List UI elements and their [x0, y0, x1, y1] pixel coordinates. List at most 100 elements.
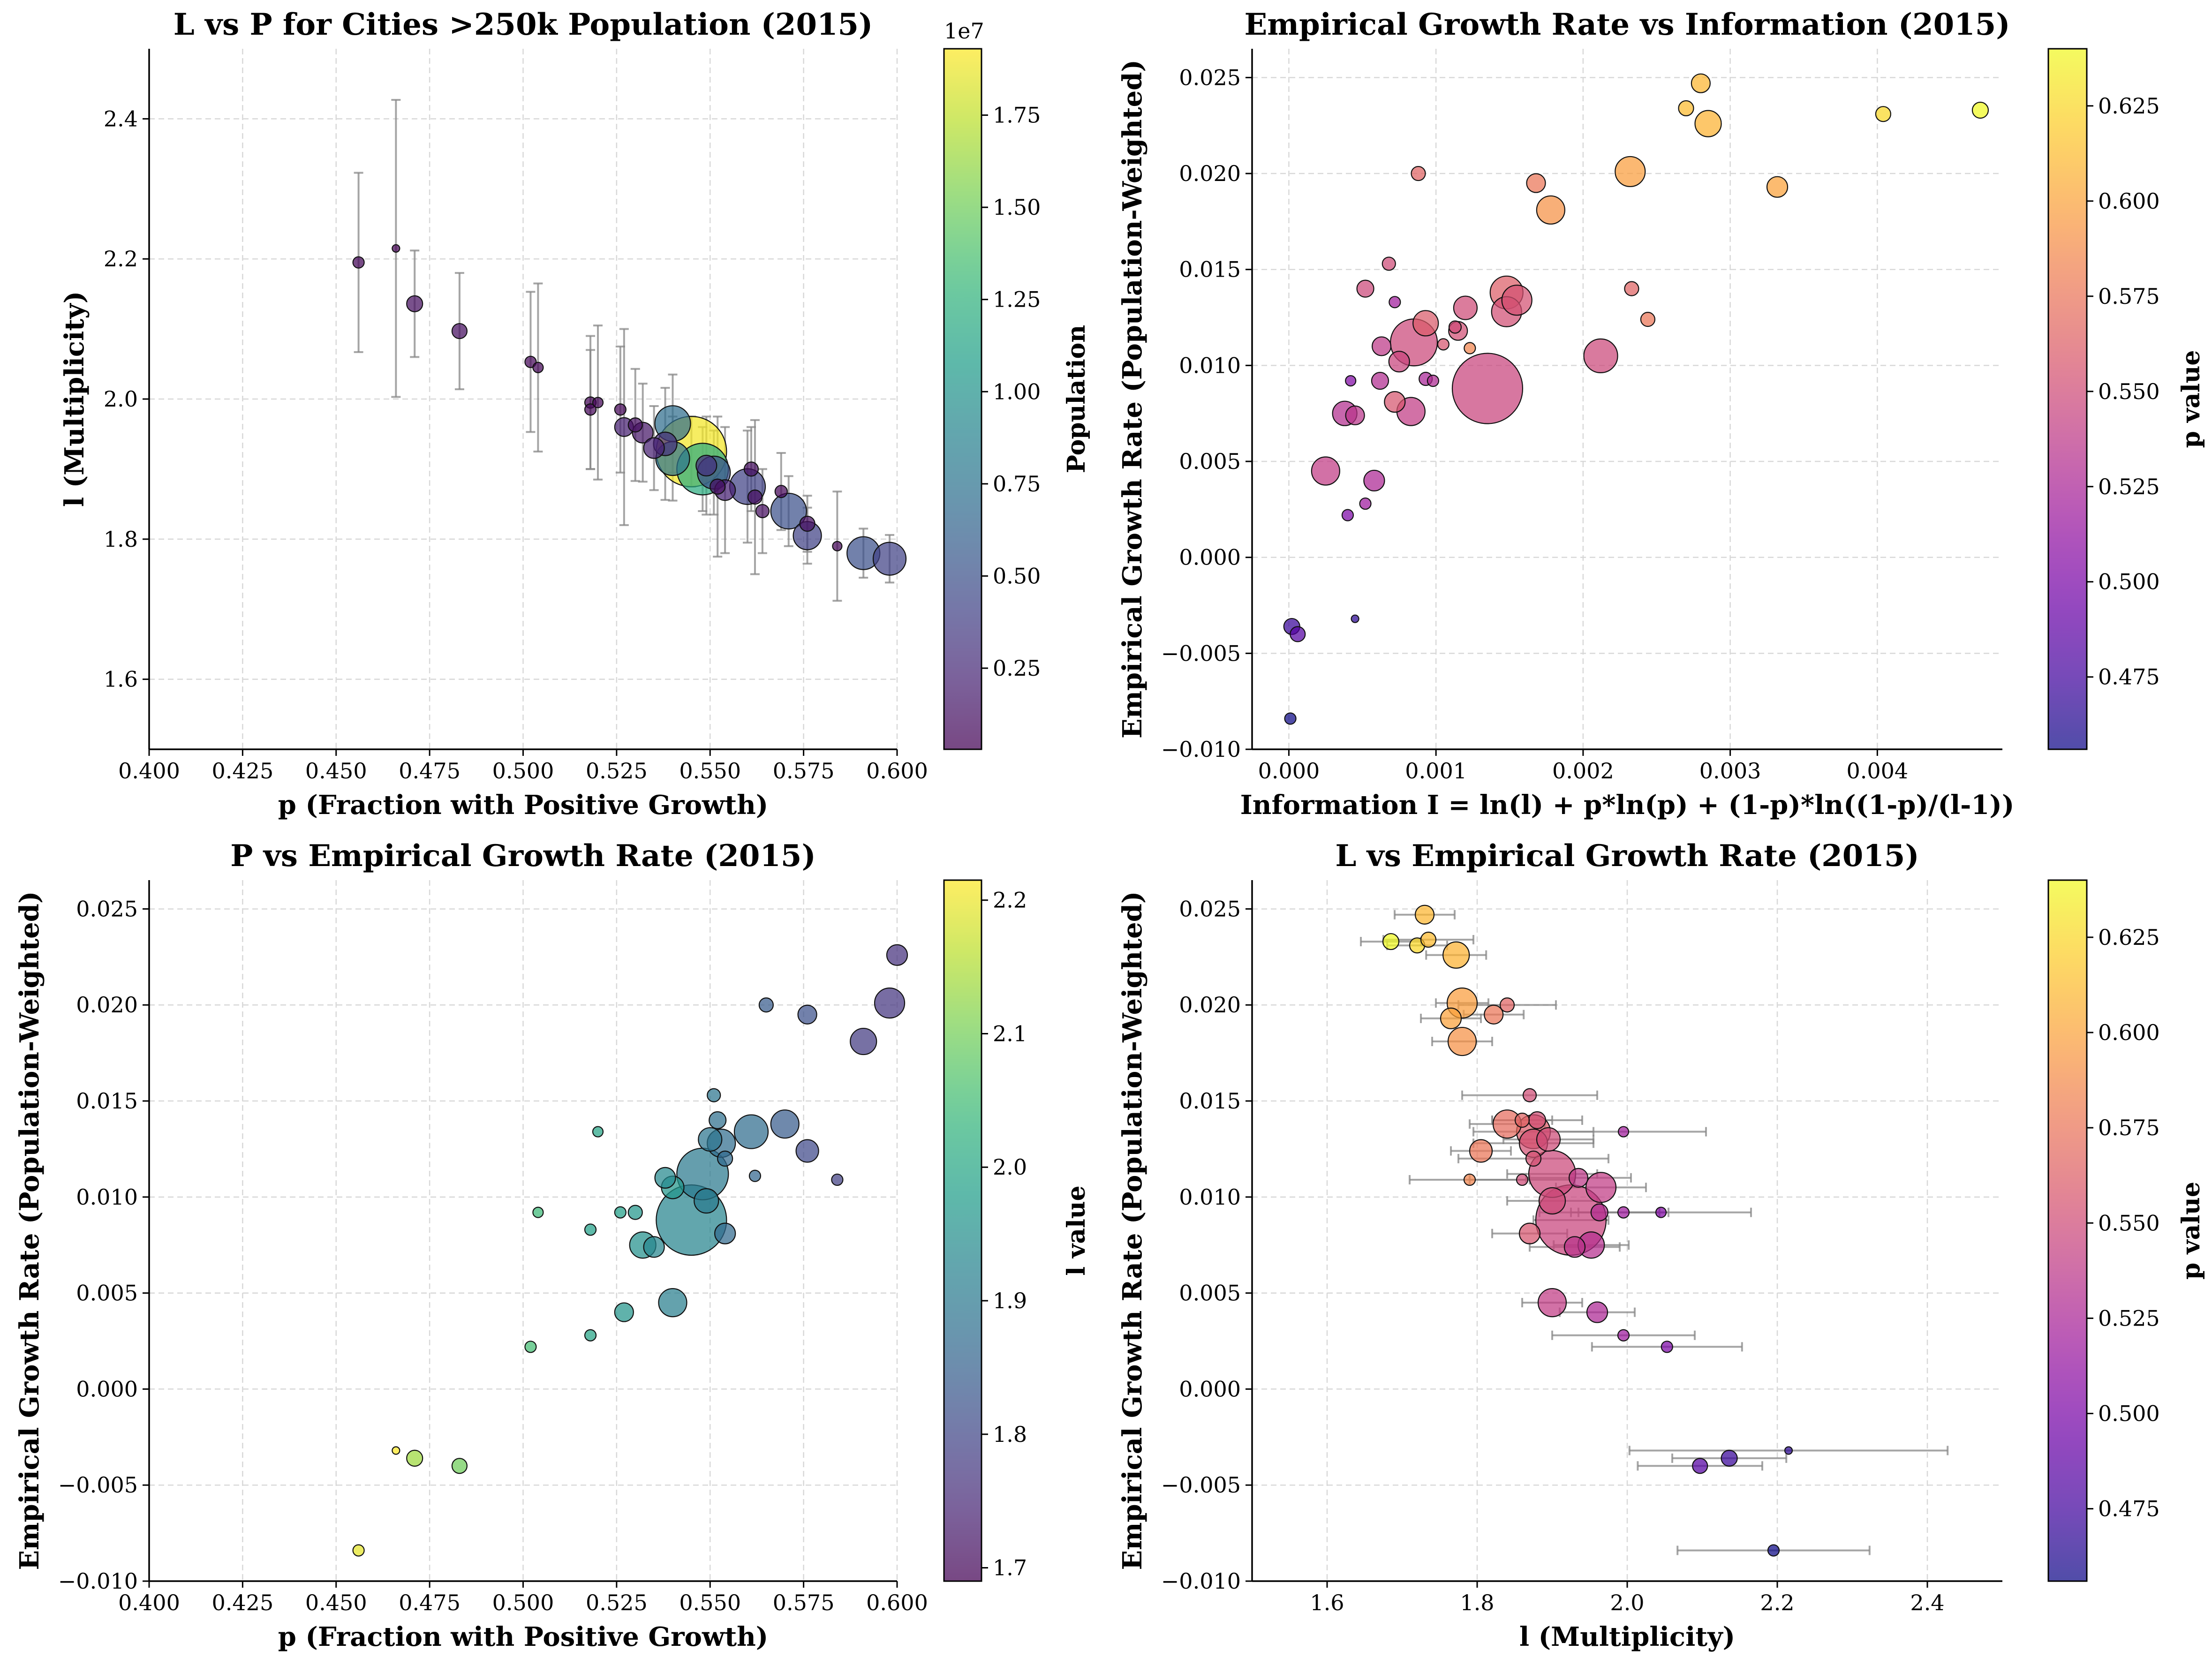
x-tick-label: 0.004	[1846, 758, 1908, 784]
y-tick-label: 2.0	[104, 386, 138, 412]
data-point	[1590, 1203, 1608, 1221]
data-point	[743, 461, 759, 477]
colorbar-tick-label: 0.575	[2098, 1115, 2160, 1140]
colorbar-tick-label: 2.2	[993, 888, 1027, 913]
point-group	[1360, 905, 1949, 1557]
colorbar-label: p value	[2177, 1182, 2205, 1280]
colorbar-tick-label: 2.0	[993, 1154, 1027, 1180]
data-point	[832, 541, 843, 551]
data-point	[1537, 1288, 1567, 1318]
data-point	[758, 997, 774, 1013]
data-point	[797, 1004, 817, 1025]
chart-panel-2: 0.000 0.001 0.002 0.003 0.004 −0.010 −0.005 0.0…	[1117, 7, 2205, 821]
data-point	[1971, 101, 1989, 119]
chart-panel-1: 0.400 0.425 0.450 0.475 0.500 0.525 0.550 0.575…	[59, 7, 1091, 821]
data-point	[1640, 312, 1656, 327]
data-point	[714, 1222, 736, 1244]
data-point	[1437, 338, 1450, 351]
chart-panel-3: 0.400 0.425 0.450 0.475 0.500 0.525 0.550 0.575…	[14, 838, 1091, 1652]
point-group	[352, 99, 907, 602]
data-point	[1427, 375, 1439, 387]
data-point	[1411, 166, 1426, 181]
x-tick-label: 0.550	[679, 1590, 741, 1615]
data-point	[1469, 1139, 1493, 1163]
data-point	[748, 1169, 762, 1182]
data-point	[707, 1088, 721, 1102]
y-tick-label: 0.010	[76, 1184, 138, 1210]
data-point	[774, 485, 788, 498]
data-point	[1585, 1172, 1617, 1203]
y-tick-label: 0.015	[1179, 257, 1241, 282]
data-point	[643, 1236, 665, 1258]
colorbar-tick-label: 0.50	[993, 563, 1041, 588]
colorbar-tick-label: 0.525	[2098, 474, 2160, 499]
y-tick-label: 0.000	[1179, 545, 1241, 570]
chart-title: L vs Empirical Growth Rate (2015)	[1335, 838, 1919, 874]
x-tick-label: 0.400	[118, 1590, 180, 1615]
y-tick-label: −0.010	[58, 1568, 138, 1594]
data-point	[406, 295, 423, 312]
x-tick-label: 0.500	[492, 758, 554, 784]
colorbar-tick-label: 0.625	[2098, 925, 2160, 950]
colorbar-label: p value	[2177, 350, 2205, 448]
x-tick-label: 0.475	[399, 1590, 461, 1615]
data-point	[1464, 342, 1476, 354]
y-tick-label: 1.8	[104, 527, 138, 552]
x-axis-label: l (Multiplicity)	[1519, 1621, 1735, 1652]
data-point	[874, 988, 906, 1019]
data-point	[1536, 1127, 1561, 1152]
x-axis-label: p (Fraction with Positive Growth)	[278, 1621, 769, 1652]
y-tick-label: 0.010	[1179, 1184, 1241, 1210]
data-point	[1617, 1206, 1630, 1219]
data-point	[1414, 905, 1435, 925]
data-point	[614, 1302, 634, 1322]
data-point	[1538, 1187, 1566, 1215]
data-point	[392, 244, 400, 253]
x-tick-label: 0.450	[305, 1590, 367, 1615]
data-point	[747, 490, 763, 505]
x-axis-label: Information I = ln(l) + p*ln(p) + (1-p)*…	[1240, 790, 2015, 821]
data-point	[1311, 456, 1340, 486]
data-point	[1463, 1173, 1476, 1186]
data-point	[1356, 279, 1374, 298]
x-tick-label: 0.400	[118, 758, 180, 784]
y-tick-label: 0.015	[1179, 1088, 1241, 1114]
colorbar: 0.475 0.500 0.525 0.550 0.575 0.600 0.625 p val…	[2047, 879, 2205, 1582]
data-point	[1440, 1007, 1462, 1030]
data-point	[592, 1126, 604, 1138]
colorbar-gradient	[943, 48, 982, 750]
data-point	[1371, 372, 1389, 390]
y-tick-label: −0.010	[1161, 737, 1241, 762]
x-tick-label: 0.600	[866, 758, 928, 784]
y-tick-label: 0.005	[1179, 449, 1241, 474]
colorbar-tick-label: 1.25	[993, 287, 1041, 312]
y-axis-label: Empirical Growth Rate (Population-Weight…	[14, 891, 45, 1570]
y-tick-label: 0.000	[76, 1376, 138, 1402]
colorbar-tick-label: 0.575	[2098, 284, 2160, 309]
data-point	[1453, 295, 1478, 320]
data-point	[1284, 712, 1297, 725]
colorbar: 0.25 0.50 0.75 1.00 1.25 1.50 1.75 1e7 Populatio…	[943, 18, 1091, 750]
colorbar-tick-label: 0.500	[2098, 569, 2160, 595]
data-point	[352, 256, 365, 269]
data-point	[770, 1109, 800, 1139]
data-point	[1448, 320, 1462, 334]
data-point	[532, 1206, 544, 1218]
data-point	[1678, 100, 1694, 116]
data-point	[755, 504, 770, 519]
data-point	[406, 1449, 423, 1467]
data-point	[1694, 110, 1722, 137]
data-point	[592, 397, 604, 408]
x-tick-label: 0.600	[866, 1590, 928, 1615]
colorbar-tick-label: 1.9	[993, 1288, 1027, 1313]
data-point	[1484, 1004, 1504, 1025]
colorbar-tick-label: 0.475	[2098, 1496, 2160, 1522]
data-point	[770, 492, 807, 530]
data-point	[694, 1188, 719, 1214]
data-point	[1721, 1449, 1738, 1467]
y-tick-label: −0.005	[58, 1472, 138, 1498]
x-tick-label: 0.000	[1258, 758, 1320, 784]
data-point	[1382, 256, 1396, 271]
data-point	[658, 1288, 687, 1318]
